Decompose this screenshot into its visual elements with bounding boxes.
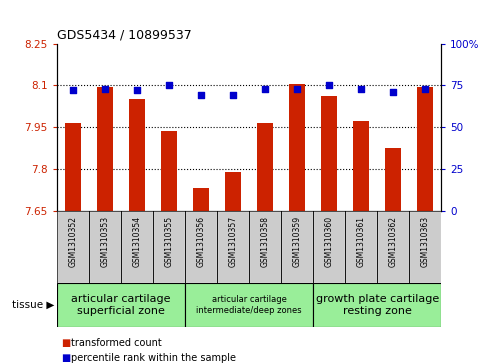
Bar bbox=[289, 84, 305, 211]
Text: ■: ■ bbox=[62, 338, 71, 348]
Bar bbox=[57, 283, 185, 327]
Text: GSM1310355: GSM1310355 bbox=[164, 216, 174, 268]
Text: GSM1310352: GSM1310352 bbox=[68, 216, 77, 267]
Bar bbox=[185, 211, 217, 283]
Bar bbox=[345, 211, 377, 283]
Bar bbox=[121, 211, 153, 283]
Point bbox=[229, 93, 237, 98]
Point bbox=[261, 86, 269, 91]
Point bbox=[293, 86, 301, 91]
Text: GSM1310353: GSM1310353 bbox=[100, 216, 109, 268]
Text: percentile rank within the sample: percentile rank within the sample bbox=[71, 352, 237, 363]
Text: GSM1310362: GSM1310362 bbox=[388, 216, 398, 267]
Bar bbox=[281, 211, 313, 283]
Text: GSM1310358: GSM1310358 bbox=[260, 216, 270, 267]
Point bbox=[165, 82, 173, 88]
Bar bbox=[313, 283, 441, 327]
Text: GDS5434 / 10899537: GDS5434 / 10899537 bbox=[57, 28, 191, 41]
Bar bbox=[321, 97, 337, 211]
Bar bbox=[225, 172, 241, 211]
Bar bbox=[57, 211, 89, 283]
Text: articular cartilage
superficial zone: articular cartilage superficial zone bbox=[71, 294, 171, 316]
Bar bbox=[313, 211, 345, 283]
Text: growth plate cartilage
resting zone: growth plate cartilage resting zone bbox=[316, 294, 439, 316]
Bar bbox=[97, 87, 113, 211]
Bar bbox=[89, 211, 121, 283]
Text: GSM1310361: GSM1310361 bbox=[356, 216, 366, 267]
Point bbox=[421, 86, 429, 91]
Bar bbox=[129, 99, 145, 211]
Bar bbox=[249, 211, 281, 283]
Point bbox=[197, 93, 205, 98]
Bar bbox=[353, 122, 369, 211]
Bar bbox=[257, 123, 273, 211]
Point bbox=[69, 87, 77, 93]
Bar bbox=[377, 211, 409, 283]
Bar bbox=[385, 148, 401, 211]
Text: articular cartilage
intermediate/deep zones: articular cartilage intermediate/deep zo… bbox=[196, 295, 302, 315]
Bar bbox=[409, 211, 441, 283]
Bar bbox=[417, 87, 433, 211]
Point bbox=[101, 86, 108, 91]
Text: GSM1310354: GSM1310354 bbox=[132, 216, 141, 268]
Bar bbox=[217, 211, 249, 283]
Bar bbox=[65, 123, 81, 211]
Text: GSM1310357: GSM1310357 bbox=[228, 216, 238, 268]
Text: GSM1310360: GSM1310360 bbox=[324, 216, 334, 268]
Point bbox=[357, 86, 365, 91]
Text: GSM1310359: GSM1310359 bbox=[292, 216, 302, 268]
Point bbox=[389, 89, 397, 95]
Text: ■: ■ bbox=[62, 352, 71, 363]
Bar bbox=[193, 188, 209, 211]
Bar bbox=[153, 211, 185, 283]
Text: GSM1310356: GSM1310356 bbox=[196, 216, 206, 268]
Point bbox=[133, 87, 141, 93]
Bar bbox=[161, 131, 177, 211]
Text: transformed count: transformed count bbox=[71, 338, 162, 348]
Bar bbox=[185, 283, 313, 327]
Text: tissue ▶: tissue ▶ bbox=[12, 300, 54, 310]
Text: GSM1310363: GSM1310363 bbox=[421, 216, 430, 268]
Point bbox=[325, 82, 333, 88]
